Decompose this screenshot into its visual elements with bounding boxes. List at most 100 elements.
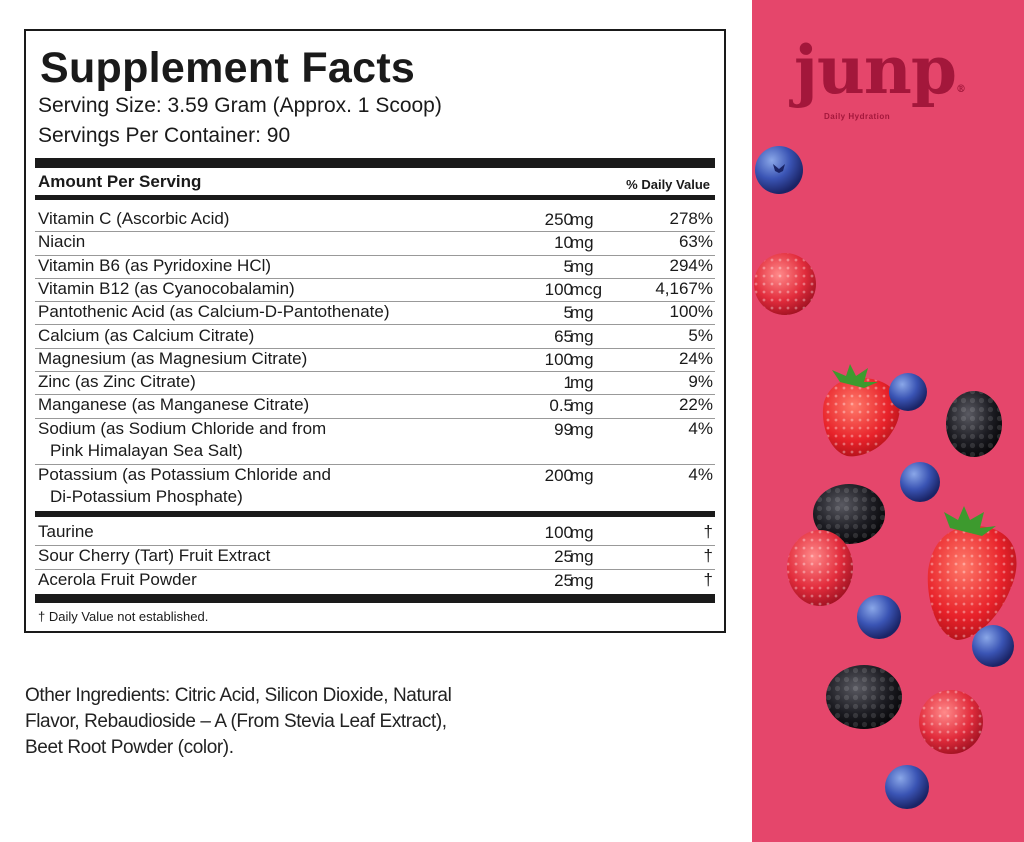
nutrient-amount: 25	[554, 571, 573, 590]
nutrient-name: Pantothenic Acid (as Calcium-D-Pantothen…	[38, 302, 390, 322]
nutrient-daily-value: 63%	[678, 232, 713, 252]
nutrient-amount: 65	[554, 326, 573, 346]
nutrient-unit: mcg	[570, 279, 603, 299]
nutrient-daily-value: †	[703, 570, 713, 589]
nutrient-name: Vitamin B6 (as Pyridoxine HCl)	[38, 255, 272, 275]
nutrient-unit: mg	[570, 349, 594, 369]
table-row: Acerola Fruit Powder 25 mg †	[35, 569, 715, 593]
nutrient-daily-value: 4%	[688, 464, 713, 484]
blueberry-icon	[755, 146, 803, 194]
nutrient-unit: mg	[570, 256, 594, 276]
nutrient-name: Magnesium (as Magnesium Citrate)	[38, 348, 308, 368]
nutrient-amount: 10	[554, 233, 573, 253]
nutrient-unit: mg	[570, 571, 594, 590]
nutrient-daily-value: †	[703, 546, 713, 565]
nutrient-daily-value: 278%	[669, 209, 713, 228]
nutrient-amount: 100	[544, 279, 573, 299]
nutrient-amount: 99	[554, 419, 573, 439]
table-row: Calcium (as Calcium Citrate) 65 mg 5%	[35, 325, 715, 349]
nutrient-name: Taurine	[38, 522, 94, 541]
nutrient-daily-value: 4,167%	[655, 278, 713, 298]
serving-size: Serving Size: 3.59 Gram (Approx. 1 Scoop…	[38, 94, 442, 117]
raspberry-icon	[919, 690, 983, 754]
blackberry-icon	[826, 665, 902, 729]
table-row: Manganese (as Manganese Citrate) 0.5 mg 22%	[35, 394, 715, 419]
nutrient-amount: 100	[544, 349, 573, 369]
other-ingredients: Other Ingredients: Citric Acid, Silicon …	[25, 683, 495, 761]
facts-title: Supplement Facts	[40, 44, 416, 92]
nutrient-unit: mg	[570, 465, 594, 485]
nutrient-amount: 25	[554, 547, 573, 566]
nutrient-name: Calcium (as Calcium Citrate)	[38, 325, 255, 345]
servings-per-container: Servings Per Container: 90	[38, 124, 291, 147]
table-row: Niacin 10 mg 63%	[35, 231, 715, 256]
nutrient-name: Zinc (as Zinc Citrate)	[38, 372, 196, 392]
nutrient-daily-value: 22%	[678, 395, 713, 415]
brand-tagline: Daily Hydration	[824, 112, 891, 121]
table-row: Vitamin C (Ascorbic Acid) 250 mg 278%	[35, 208, 715, 233]
other-ingredients-line: Beet Root Powder (color).	[25, 737, 234, 758]
nutrient-amount: 5	[563, 256, 573, 276]
blueberry-icon	[885, 765, 929, 809]
nutrient-name: Manganese (as Manganese Citrate)	[38, 395, 310, 415]
nutrient-name: Potassium (as Potassium Chloride and Di-P…	[38, 464, 331, 506]
blueberry-icon	[972, 625, 1014, 667]
strawberry-icon	[822, 364, 900, 457]
nutrient-daily-value: 5%	[688, 325, 713, 345]
nutrient-daily-value: 9%	[688, 372, 713, 392]
blueberry-icon	[889, 373, 927, 411]
footnote: † Daily Value not established.	[38, 609, 209, 624]
table-row: Pantothenic Acid (as Calcium-D-Pantothen…	[35, 301, 715, 326]
nutrient-amount: 1	[563, 373, 573, 393]
nutrient-amount: 200	[544, 465, 573, 485]
nutrient-unit: mg	[570, 373, 594, 393]
nutrient-amount: 250	[544, 210, 573, 229]
medium-rule	[35, 511, 715, 517]
blackberry-icon	[946, 391, 1002, 457]
nutrient-name: Niacin	[38, 232, 86, 252]
nutrient-daily-value: 4%	[688, 418, 713, 438]
nutrient-unit: mg	[570, 233, 594, 253]
table-row: Sour Cherry (Tart) Fruit Extract 25 mg †	[35, 545, 715, 570]
medium-rule	[35, 195, 715, 200]
brand-logo: junp®	[794, 31, 966, 109]
nutrient-daily-value: †	[703, 522, 713, 541]
nutrient-amount: 100	[544, 523, 573, 542]
table-row: Taurine 100 mg †	[35, 521, 715, 546]
blackberry-icon	[813, 484, 885, 544]
other-ingredients-line: Other Ingredients: Citric Acid, Silicon …	[25, 685, 452, 706]
nutrient-daily-value: 100%	[669, 302, 713, 322]
nutrient-unit: mg	[570, 326, 594, 346]
nutrient-unit: mg	[570, 547, 594, 566]
blueberry-icon	[900, 462, 940, 502]
thick-rule	[35, 594, 715, 603]
nutrient-name: Sodium (as Sodium Chloride and from Pink …	[38, 418, 327, 460]
nutrient-name: Vitamin C (Ascorbic Acid)	[38, 209, 230, 228]
nutrient-daily-value: 294%	[669, 255, 713, 275]
nutrient-name: Sour Cherry (Tart) Fruit Extract	[38, 546, 271, 565]
nutrient-amount: 0.5	[549, 396, 573, 416]
blueberry-icon	[857, 595, 901, 639]
supplement-facts-panel: Supplement Facts Serving Size: 3.59 Gram…	[24, 29, 726, 633]
nutrient-unit: mg	[570, 303, 594, 323]
daily-value-header: % Daily Value	[626, 177, 710, 192]
amount-per-serving-header: Amount Per Serving	[38, 172, 202, 191]
table-row: Vitamin B12 (as Cyanocobalamin) 100 mcg 4,1…	[35, 278, 715, 303]
nutrient-daily-value: 24%	[678, 348, 713, 368]
thick-rule	[35, 158, 715, 168]
berries-illustration	[754, 146, 1017, 809]
table-row: Magnesium (as Magnesium Citrate) 100 mg 24%	[35, 348, 715, 373]
brand-panel: junp® Daily Hydration	[752, 0, 1024, 842]
nutrient-amount: 5	[563, 303, 573, 323]
strawberry-icon	[927, 506, 1017, 640]
table-row: Vitamin B6 (as Pyridoxine HCl) 5 mg 294%	[35, 255, 715, 279]
nutrient-name: Vitamin B12 (as Cyanocobalamin)	[38, 278, 295, 298]
nutrient-unit: mg	[570, 210, 594, 229]
nutrient-unit: mg	[570, 523, 594, 542]
other-ingredients-line: Flavor, Rebaudioside – A (From Stevia Le…	[25, 711, 447, 732]
nutrient-unit: mg	[570, 419, 594, 439]
nutrient-name: Acerola Fruit Powder	[38, 570, 197, 589]
raspberry-icon	[787, 530, 853, 606]
table-row: Sodium (as Sodium Chloride and from Pink …	[35, 418, 715, 465]
raspberry-icon	[754, 253, 816, 315]
